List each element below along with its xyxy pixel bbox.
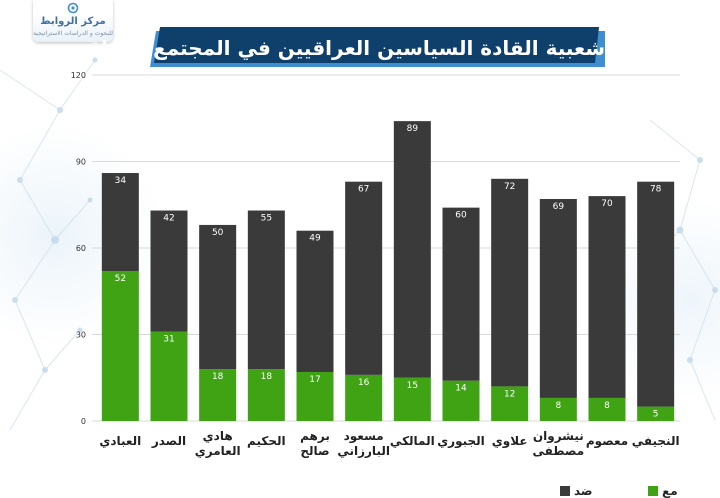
legend: ضد مع xyxy=(560,484,690,498)
data-label-for: 5 xyxy=(653,410,659,420)
bar-against xyxy=(393,121,431,378)
bar-for xyxy=(296,371,334,421)
bar-for xyxy=(588,397,626,421)
bar-for xyxy=(199,369,237,421)
data-label-against: 60 xyxy=(455,211,467,221)
data-label-against: 72 xyxy=(504,182,515,192)
title-banner-shape xyxy=(150,27,605,67)
data-label-for: 52 xyxy=(115,274,126,284)
category-label: الحكيم xyxy=(247,434,286,448)
data-label-against: 69 xyxy=(553,202,565,212)
category-label: المالكي xyxy=(390,434,435,448)
category-label: الصدر xyxy=(151,434,186,448)
legend-item-against: ضد xyxy=(560,484,593,498)
category-label: مسعود xyxy=(344,429,384,444)
data-label-against: 49 xyxy=(309,234,321,244)
bar-for xyxy=(539,397,577,421)
chart-title: شعبية القادة السياسين العراقيين في المجت… xyxy=(67,36,605,60)
bar-against xyxy=(491,178,529,387)
bar-for xyxy=(345,374,383,421)
bar-for xyxy=(442,380,480,421)
category-label: هادي xyxy=(203,429,233,443)
bar-against xyxy=(199,224,237,370)
chart-title-banner: شعبية القادة السياسين العراقيين في المجت… xyxy=(67,27,605,71)
bar-against xyxy=(296,230,334,372)
data-label-against: 55 xyxy=(261,214,272,224)
y-tick-label: 120 xyxy=(71,71,86,80)
bar-for xyxy=(491,386,529,421)
logo: مركز الروابط للبحوث و الدراسات الاستراتي… xyxy=(33,0,113,42)
data-label-for: 17 xyxy=(309,375,320,385)
data-label-against: 50 xyxy=(212,228,224,238)
data-label-for: 12 xyxy=(504,389,515,399)
logo-name: مركز الروابط xyxy=(40,16,106,27)
bar-for xyxy=(247,369,285,421)
legend-label-against: ضد xyxy=(574,484,593,498)
category-label: العامري xyxy=(195,444,241,458)
bar-for xyxy=(101,271,139,421)
y-tick-label: 0 xyxy=(81,417,86,426)
category-label: مصطفى xyxy=(532,444,584,458)
category-label: برهم xyxy=(300,429,330,443)
bar-for xyxy=(393,377,431,421)
category-label: العبادي xyxy=(99,434,141,448)
category-label: النجيفي xyxy=(632,434,680,448)
data-label-against: 67 xyxy=(358,185,369,195)
bar-against xyxy=(539,198,577,398)
y-tick-label: 60 xyxy=(76,244,86,253)
logo-subtitle: للبحوث و الدراسات الاستراتيجية xyxy=(33,30,113,37)
bar-against xyxy=(637,181,675,407)
data-label-for: 16 xyxy=(358,378,370,388)
legend-item-for: مع xyxy=(648,484,678,498)
legend-swatch-for xyxy=(648,486,658,496)
data-label-against: 42 xyxy=(163,214,174,224)
bar-against xyxy=(588,196,626,398)
bar-against xyxy=(345,181,383,375)
category-label: علاوي xyxy=(492,434,528,449)
data-label-for: 8 xyxy=(555,401,561,411)
data-label-against: 70 xyxy=(601,199,613,209)
logo-mark-icon xyxy=(67,2,79,14)
data-label-for: 14 xyxy=(455,384,467,394)
y-tick-label: 30 xyxy=(76,331,86,340)
bar-against xyxy=(101,173,139,272)
data-label-for: 18 xyxy=(212,372,224,382)
legend-swatch-against xyxy=(560,486,570,496)
bar-against xyxy=(442,207,480,381)
category-label: معصوم xyxy=(586,434,628,449)
data-label-against: 89 xyxy=(407,124,419,134)
legend-label-for: مع xyxy=(662,484,678,498)
y-tick-label: 90 xyxy=(76,158,86,167)
category-label: صالح xyxy=(300,444,329,458)
bar-against xyxy=(150,210,188,332)
bar-against xyxy=(247,210,285,370)
category-label: نيشروان xyxy=(533,429,584,444)
data-label-for: 31 xyxy=(163,335,174,345)
data-label-for: 18 xyxy=(261,372,273,382)
category-label: البارزاني xyxy=(337,444,390,458)
data-label-for: 15 xyxy=(407,381,418,391)
data-label-against: 34 xyxy=(115,176,127,186)
bar-for xyxy=(637,406,675,421)
category-label: الجبوري xyxy=(437,434,485,449)
data-label-against: 78 xyxy=(650,185,662,195)
data-label-for: 8 xyxy=(604,401,610,411)
bar-for xyxy=(150,331,188,421)
